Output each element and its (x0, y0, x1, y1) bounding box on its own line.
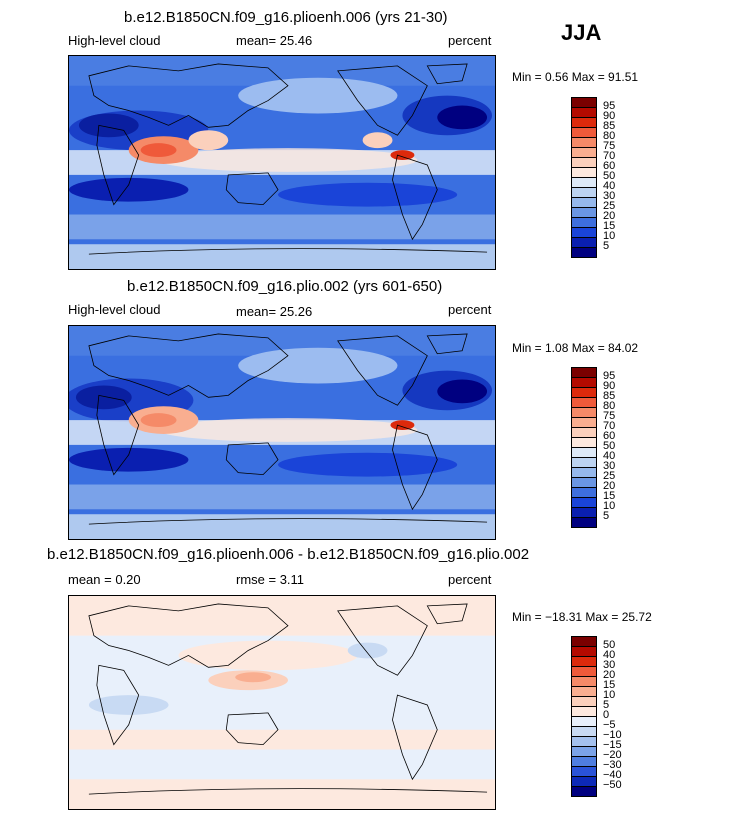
panel-3-colorbar-label: −30 (603, 759, 622, 771)
panel-2-colorbar-label: 15 (603, 490, 616, 502)
panel-3-colorbar-swatch (571, 786, 597, 797)
panel-2-colorbar-label: 60 (603, 430, 616, 442)
panel-2-colorbar-swatch (571, 517, 597, 528)
panel-1-colorbar-label: 15 (603, 220, 616, 232)
panel-2-units-label: percent (448, 302, 492, 317)
panel-1-variable-label: High-level cloud (68, 33, 161, 48)
panel-1-colorbar-label: 10 (603, 230, 616, 242)
panel-2-colorbar-label: 10 (603, 500, 616, 512)
panel-2-colorbar-label: 5 (603, 510, 610, 522)
panel-1-title: b.e12.B1850CN.f09_g16.plioenh.006 (yrs 2… (124, 9, 448, 26)
panel-2-min-max: Min = 1.08 Max = 84.02 (512, 341, 639, 355)
panel-2-colorbar-label: 90 (603, 380, 616, 392)
panel-1-colorbar-swatch (571, 247, 597, 258)
panel-2-variable-label: High-level cloud (68, 302, 161, 317)
panel-1-colorbar-label: 75 (603, 140, 616, 152)
panel-2-colorbar-label: 50 (603, 440, 616, 452)
panel-3-colorbar-label: 20 (603, 669, 616, 681)
panel-3-colorbar-label: 50 (603, 639, 616, 651)
panel-2-map (68, 325, 496, 540)
panel-1-colorbar-label: 85 (603, 120, 616, 132)
panel-1-colorbar-label: 90 (603, 110, 616, 122)
panel-1-colorbar-label: 40 (603, 180, 616, 192)
panel-2-colorbar-label: 85 (603, 390, 616, 402)
panel-3-map (68, 595, 496, 810)
panel-3-rmse-label: rmse = 3.11 (236, 572, 305, 587)
panel-3-colorbar-label: −5 (603, 719, 616, 731)
panel-2-colorbar-label: 30 (603, 460, 616, 472)
panel-2-title: b.e12.B1850CN.f09_g16.plio.002 (yrs 601-… (127, 278, 443, 295)
panel-3-colorbar-label: −20 (603, 749, 622, 761)
panel-3-colorbar-label: 15 (603, 679, 616, 691)
season-label: JJA (561, 20, 602, 45)
panel-3-colorbar-label: 40 (603, 649, 616, 661)
panel-1-colorbar-label: 80 (603, 130, 616, 142)
panel-3-mean-label: mean = 0.20 (68, 572, 141, 587)
panel-3-min-max: Min = −18.31 Max = 25.72 (512, 610, 652, 624)
panel-1-mean-label: mean= 25.46 (236, 33, 313, 48)
panel-3-colorbar-label: 0 (603, 709, 610, 721)
panel-1-colorbar: 95 90 85 80 75 70 60 50 40 30 25 20 15 1… (571, 97, 621, 267)
panel-1-units-label: percent (448, 33, 492, 48)
panel-2-colorbar-label: 75 (603, 410, 616, 422)
panel-1-min-max: Min = 0.56 Max = 91.51 (512, 70, 639, 84)
panel-3-colorbar-label: −50 (603, 779, 622, 791)
panel-3-title: b.e12.B1850CN.f09_g16.plioenh.006 - b.e1… (47, 546, 530, 563)
panel-3-colorbar-label: −40 (603, 769, 622, 781)
panel-3-colorbar-label: 30 (603, 659, 616, 671)
panel-2-colorbar-label: 40 (603, 450, 616, 462)
panel-2-mean-label: mean= 25.26 (236, 304, 313, 319)
panel-2-colorbar-label: 80 (603, 400, 616, 412)
panel-1-map (68, 55, 496, 270)
panel-1-colorbar-label: 50 (603, 170, 616, 182)
panel-2-colorbar-label: 25 (603, 470, 616, 482)
panel-3-colorbar-label: −10 (603, 729, 622, 741)
panel-1-colorbar-label: 60 (603, 160, 616, 172)
panel-2-colorbar-label: 70 (603, 420, 616, 432)
panel-3-colorbar-label: −15 (603, 739, 622, 751)
panel-2-colorbar-label: 20 (603, 480, 616, 492)
panel-3-colorbar: 50 40 30 20 15 10 5 0 −5 −10 −15 −20 −30… (571, 636, 631, 806)
panel-2-colorbar-label: 95 (603, 370, 616, 382)
panel-1-colorbar-label: 95 (603, 100, 616, 112)
panel-1-colorbar-label: 70 (603, 150, 616, 162)
panel-3-colorbar-label: 10 (603, 689, 616, 701)
panel-1-colorbar-label: 5 (603, 240, 610, 252)
panel-3-colorbar-label: 5 (603, 699, 610, 711)
panel-1-colorbar-label: 25 (603, 200, 616, 212)
panel-1-colorbar-label: 20 (603, 210, 616, 222)
panel-2-colorbar: 95 90 85 80 75 70 60 50 40 30 25 20 15 1… (571, 367, 621, 537)
panel-3-units-label: percent (448, 572, 492, 587)
panel-1-colorbar-label: 30 (603, 190, 616, 202)
